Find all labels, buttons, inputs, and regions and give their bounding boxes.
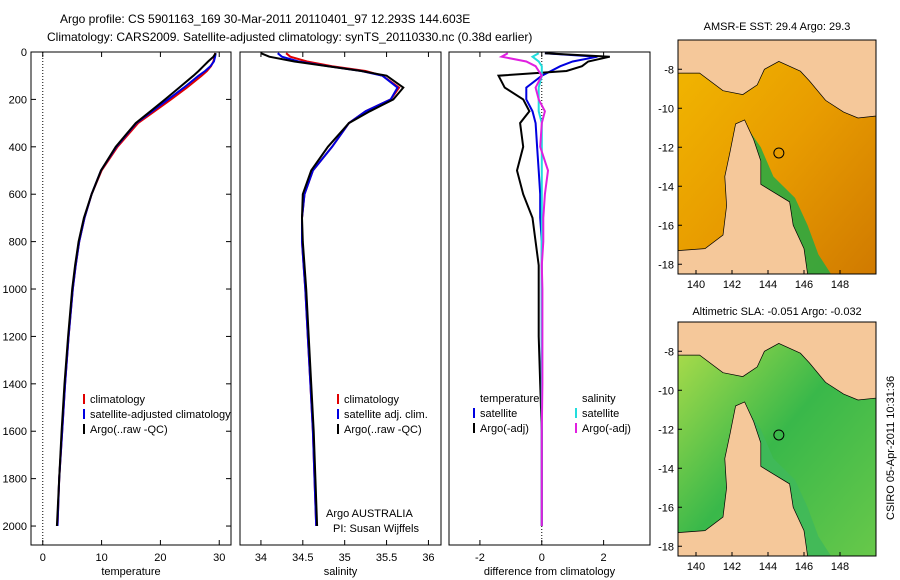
altimetric-sla-map-title: Altimetric SLA: -0.051 Argo: -0.032 xyxy=(692,306,861,318)
land-new-guinea xyxy=(677,321,877,401)
x-tick-label: 144 xyxy=(759,279,777,291)
y-tick-label: 200 xyxy=(9,94,27,106)
series-line-argo-raw-qc- xyxy=(55,52,217,527)
timestamp-stamp: CSIRO 05-Apr-2011 10:31:36 xyxy=(885,375,897,520)
land-new-guinea xyxy=(677,39,877,119)
amse-sst-map-title: AMSR-E SST: 29.4 Argo: 29.3 xyxy=(704,21,851,33)
y-tick-label: -14 xyxy=(658,463,674,475)
legend-label: salinity xyxy=(582,393,616,405)
altimetric-sla-map: Altimetric SLA: -0.051 Argo: -0.032 140 14… xyxy=(658,306,877,573)
y-tick-label: 800 xyxy=(9,237,27,249)
y-tick-label: -12 xyxy=(658,142,674,154)
y-tick-label: -10 xyxy=(658,103,674,115)
x-tick-label: 36 xyxy=(422,552,434,564)
x-tick-label: 140 xyxy=(687,279,705,291)
series-line-temperature-satellite xyxy=(525,52,598,526)
x-tick-label: -2 xyxy=(475,552,485,564)
series-line-argo-raw-qc- xyxy=(260,52,405,527)
x-tick-label: 34 xyxy=(255,552,267,564)
y-tick-label: 1200 xyxy=(3,331,27,343)
legend-label: climatology xyxy=(90,394,146,406)
y-tick-label: 1800 xyxy=(3,474,27,486)
legend-label: Argo(..raw -QC) xyxy=(344,424,422,436)
y-tick-label: -18 xyxy=(658,259,674,271)
x-tick-label: 20 xyxy=(154,552,166,564)
header-line1: Argo profile: CS 5901163_169 30-Mar-2011… xyxy=(60,12,470,26)
y-tick-label: -16 xyxy=(658,502,674,514)
y-tick-label: -8 xyxy=(664,346,674,358)
y-tick-label: 2000 xyxy=(3,521,27,533)
amse-sst-map-frame xyxy=(677,39,877,275)
x-tick-label: 35 xyxy=(339,552,351,564)
series-line-salinity-satellite xyxy=(530,52,543,526)
x-tick-label: 148 xyxy=(831,279,849,291)
x-tick-label: 146 xyxy=(795,279,813,291)
legend-label: Argo(..raw -QC) xyxy=(90,424,168,436)
y-tick-label: -8 xyxy=(664,64,674,76)
legend-label: Argo(-adj) xyxy=(480,423,529,435)
header-line2: Climatology: CARS2009. Satellite-adjuste… xyxy=(47,30,532,44)
x-tick-label: 34.5 xyxy=(292,552,313,564)
temperature-profile-frame xyxy=(30,51,232,546)
legend-label: temperature xyxy=(480,393,539,405)
x-tick-label: 35.5 xyxy=(376,552,397,564)
amse-sst-map: AMSR-E SST: 29.4 Argo: 29.3 140 142 144 146 1… xyxy=(658,21,877,291)
x-tick-label: 30 xyxy=(213,552,225,564)
legend-label: satellite-adjusted climatology xyxy=(90,409,231,421)
series-line-satellite-adjusted-climatology xyxy=(56,53,217,527)
x-tick-label: 2 xyxy=(601,552,607,564)
x-tick-label: 142 xyxy=(723,279,741,291)
series-line-temperature-argo-adj- xyxy=(496,52,611,526)
x-tick-label: 144 xyxy=(759,561,777,573)
y-tick-label: 1000 xyxy=(3,284,27,296)
y-tick-label: 1400 xyxy=(3,379,27,391)
difference-profile-frame xyxy=(448,51,651,546)
y-tick-label: -18 xyxy=(658,541,674,553)
legend-label: climatology xyxy=(344,394,400,406)
salinity-profile: 34 34.5 35 35.5 36 salinity climatology satelli… xyxy=(239,51,442,578)
x-tick-label: 10 xyxy=(95,552,107,564)
difference-profile-xlabel: difference from climatology xyxy=(484,566,616,578)
x-tick-label: 148 xyxy=(831,561,849,573)
y-tick-label: -10 xyxy=(658,385,674,397)
x-tick-label: 146 xyxy=(795,561,813,573)
legend-label: satellite adj. clim. xyxy=(344,409,428,421)
y-tick-label: 1600 xyxy=(3,426,27,438)
x-tick-label: 142 xyxy=(723,561,741,573)
series-line-satellite-adj-clim- xyxy=(277,52,399,527)
y-tick-label: 600 xyxy=(9,189,27,201)
y-tick-label: -16 xyxy=(658,220,674,232)
difference-profile: -2 0 2 difference from climatology temperatu… xyxy=(448,51,651,578)
y-tick-label: 0 xyxy=(21,47,27,59)
argo-float-marker xyxy=(773,147,785,159)
annotation-institution: Argo AUSTRALIA xyxy=(326,508,413,520)
land-cape-york xyxy=(677,401,809,557)
x-tick-label: 140 xyxy=(687,561,705,573)
legend-label: satellite xyxy=(480,408,517,420)
salinity-profile-frame xyxy=(239,51,442,546)
y-tick-label: 400 xyxy=(9,142,27,154)
y-tick-label: -14 xyxy=(658,181,674,193)
y-tick-label: -12 xyxy=(658,424,674,436)
x-tick-label: 0 xyxy=(40,552,46,564)
series-line-climatology xyxy=(285,52,401,527)
legend-label: Argo(-adj) xyxy=(582,423,631,435)
x-tick-label: 0 xyxy=(539,552,545,564)
land-cape-york xyxy=(677,119,809,275)
salinity-profile-xlabel: salinity xyxy=(324,566,358,578)
altimetric-sla-map-frame xyxy=(677,321,877,557)
series-line-salinity-argo-adj- xyxy=(498,52,550,526)
temperature-profile-xlabel: temperature xyxy=(101,566,160,578)
annotation-pi: PI: Susan Wijffels xyxy=(333,523,419,535)
temperature-profile: 0 10 20 30 0 200 400 600 800 1000 1200 1400 1600 1800… xyxy=(3,47,232,578)
argo-float-marker xyxy=(773,429,785,441)
legend-label: satellite xyxy=(582,408,619,420)
